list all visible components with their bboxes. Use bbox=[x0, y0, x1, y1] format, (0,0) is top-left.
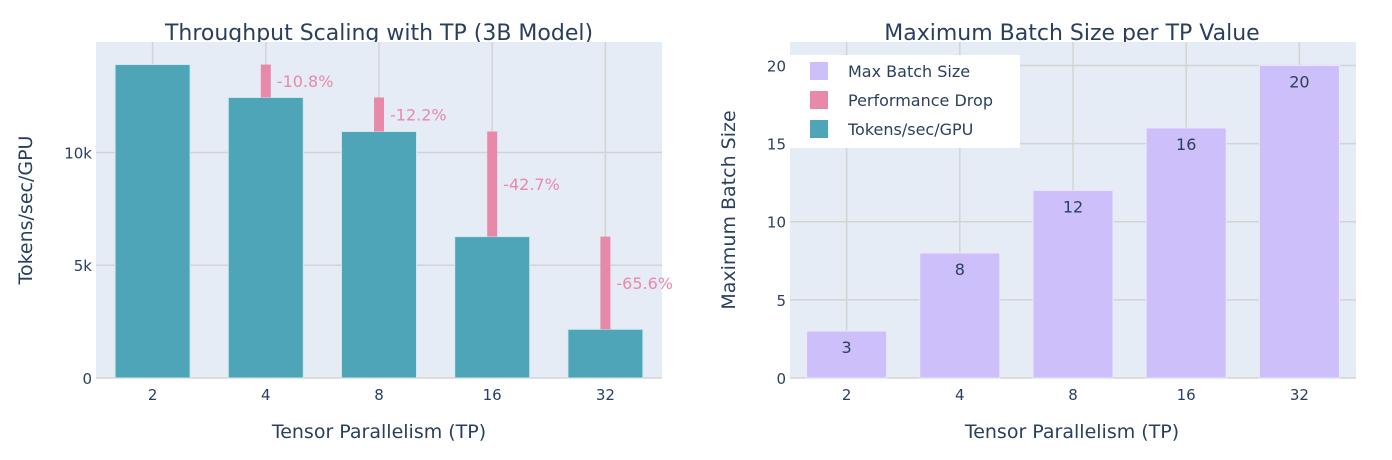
batch-size-bar bbox=[919, 252, 1001, 379]
right-x-axis-title: Tensor Parallelism (TP) bbox=[964, 421, 1179, 443]
right-y-tick-label: 5 bbox=[776, 292, 786, 310]
left-x-axis-title: Tensor Parallelism (TP) bbox=[271, 421, 486, 443]
legend-entry: Tokens/sec/GPU bbox=[847, 120, 973, 139]
batch-size-bar bbox=[1258, 64, 1340, 379]
tokens-bar bbox=[341, 131, 417, 379]
legend-swatch bbox=[810, 120, 828, 138]
performance-drop-bar bbox=[260, 64, 271, 98]
left-y-tick-label: 0 bbox=[82, 370, 92, 388]
batch-size-label: 8 bbox=[955, 260, 965, 279]
batch-size-label: 20 bbox=[1289, 72, 1309, 91]
legend: Max Batch Size Performance Drop Tokens/sec… bbox=[790, 55, 1020, 148]
performance-drop-label: -42.7% bbox=[503, 175, 560, 194]
legend-swatch bbox=[810, 62, 828, 80]
legend-background bbox=[790, 55, 1020, 148]
batch-size-label: 12 bbox=[1063, 197, 1083, 216]
performance-drop-bar bbox=[374, 97, 384, 132]
legend-entry: Max Batch Size bbox=[848, 62, 970, 81]
batch-size-label: 16 bbox=[1176, 135, 1196, 154]
left-x-tick-label: 8 bbox=[374, 386, 384, 404]
right-x-tick-label: 2 bbox=[842, 386, 852, 404]
batch-size-bar bbox=[1145, 127, 1227, 379]
left-x-tick-label: 32 bbox=[596, 386, 615, 404]
tokens-bar bbox=[227, 96, 304, 379]
left-x-tick-label: 4 bbox=[261, 386, 271, 404]
right-y-tick-label: 15 bbox=[767, 136, 786, 154]
right-x-tick-label: 4 bbox=[955, 386, 965, 404]
performance-drop-bar bbox=[487, 131, 498, 237]
tokens-bar bbox=[454, 236, 531, 379]
legend-swatch bbox=[810, 91, 828, 109]
left-y-tick-label: 10k bbox=[64, 144, 92, 162]
performance-drop-bar bbox=[600, 236, 611, 330]
right-chart-title: Maximum Batch Size per TP Value bbox=[884, 21, 1259, 46]
left-x-tick-label: 2 bbox=[148, 386, 158, 404]
right-x-tick-label: 32 bbox=[1290, 386, 1309, 404]
right-x-tick-label: 16 bbox=[1177, 386, 1196, 404]
performance-drop-label: -10.8% bbox=[277, 72, 334, 91]
batch-size-chart: Maximum Batch Size per TP Value Tensor P… bbox=[718, 21, 1356, 443]
left-chart-title: Throughput Scaling with TP (3B Model) bbox=[164, 21, 593, 46]
legend-entry: Performance Drop bbox=[848, 91, 993, 110]
right-y-axis-title: Maximum Batch Size bbox=[718, 110, 740, 309]
left-y-axis-title: Tokens/sec/GPU bbox=[15, 136, 37, 286]
batch-size-label: 3 bbox=[842, 338, 852, 357]
right-y-tick-label: 10 bbox=[767, 214, 786, 232]
left-y-tick-label: 5k bbox=[74, 257, 93, 275]
performance-drop-label: -65.6% bbox=[616, 274, 673, 293]
throughput-chart: Throughput Scaling with TP (3B Model) Te… bbox=[15, 21, 673, 443]
batch-size-bar bbox=[1032, 189, 1114, 379]
left-x-tick-label: 16 bbox=[483, 386, 502, 404]
tokens-bar bbox=[114, 64, 191, 379]
right-x-tick-label: 8 bbox=[1068, 386, 1078, 404]
right-y-tick-label: 0 bbox=[776, 370, 786, 388]
tokens-bar bbox=[567, 328, 644, 379]
right-y-tick-label: 20 bbox=[767, 57, 786, 75]
batch-size-bar bbox=[806, 330, 888, 379]
performance-drop-label: -12.2% bbox=[390, 105, 447, 124]
